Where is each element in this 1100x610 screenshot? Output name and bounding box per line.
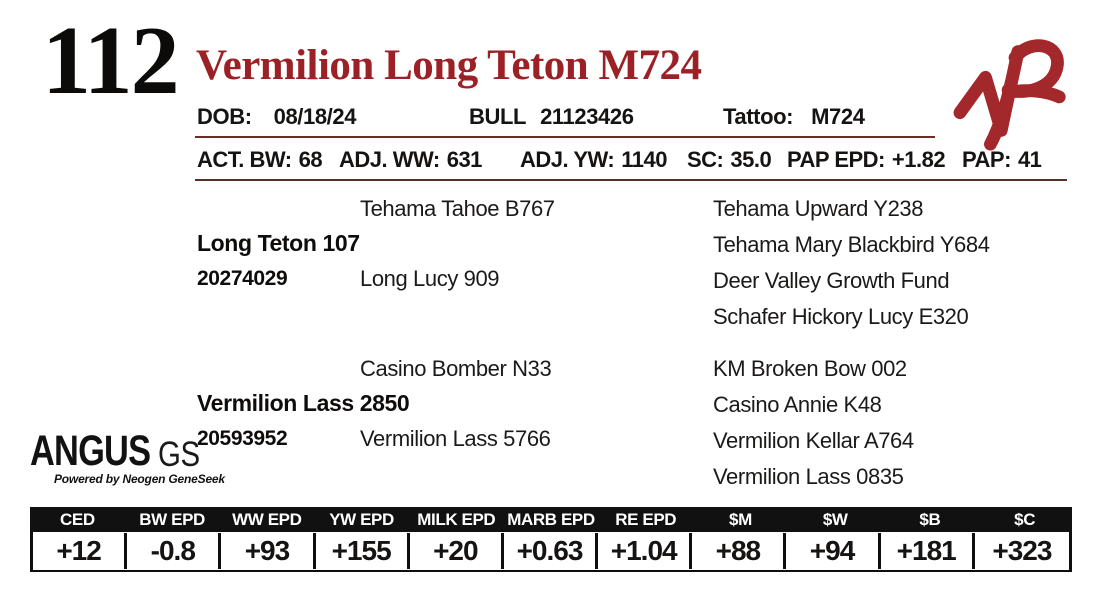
epd-value-dollar-c: +323 <box>992 535 1052 566</box>
pap-epd-stat: PAP EPD: +1.82 <box>787 147 946 173</box>
sire-sire: Tehama Tahoe B767 <box>360 196 555 221</box>
adj-ww-stat: ADJ. WW: 631 <box>339 147 482 173</box>
epd-value-milk: +20 <box>410 533 504 569</box>
angus-gs-wordmark: ANGUS GS <box>30 427 200 475</box>
epd-table-value-row: +12 -0.8 +93 +155 +20 +0.63 +1.04 +88 +9… <box>30 532 1072 572</box>
adj-ww-value: 631 <box>446 147 483 172</box>
epd-value-yw: +155 <box>316 533 410 569</box>
dob-field: DOB: 08/18/24 <box>197 104 356 130</box>
dam-reg-number: 20593952 <box>197 427 288 450</box>
adj-yw-stat: ADJ. YW: 1140 <box>520 147 667 173</box>
epd-header-dollar-b: $B <box>919 509 941 529</box>
epd-value-re: +1.04 <box>598 533 693 569</box>
angus-gs-suffix-text: GS <box>158 434 200 474</box>
sc-value: 35.0 <box>730 147 772 172</box>
epd-value-ced: +12 <box>33 533 128 569</box>
tattoo-value: M724 <box>811 104 865 129</box>
angus-gs-logo: ANGUS GS Powered by Neogen GeneSeek <box>30 427 225 487</box>
epd-value-ww: +93 <box>221 533 316 569</box>
dam-dam: Vermilion Lass 5766 <box>360 426 551 451</box>
divider-rule-bottom <box>195 179 1067 181</box>
dam-ancestor-1: KM Broken Bow 002 <box>713 356 907 381</box>
pap-value: 41 <box>1017 147 1042 172</box>
act-bw-label: ACT. BW: <box>197 147 292 172</box>
epd-value-dollar-w: +94 <box>786 533 881 569</box>
sire-ancestor-4: Schafer Hickory Lucy E320 <box>713 304 969 329</box>
dam-ancestor-2: Casino Annie K48 <box>713 392 882 417</box>
animal-title: Vermilion Long Teton M724 <box>196 42 702 89</box>
act-bw-stat: ACT. BW: 68 <box>197 147 323 173</box>
epd-header-milk: MILK EPD <box>417 509 496 529</box>
pap-epd-label: PAP EPD: <box>787 147 885 172</box>
epd-value-marb: +0.63 <box>504 533 599 569</box>
tattoo-field: Tattoo: M724 <box>723 104 865 130</box>
adj-yw-label: ADJ. YW: <box>520 147 615 172</box>
tattoo-label: Tattoo: <box>723 104 794 129</box>
dam-ancestor-4: Vermilion Lass 0835 <box>713 464 904 489</box>
epd-value-dollar-m: +88 <box>692 533 787 569</box>
epd-value-bw: -0.8 <box>127 533 222 569</box>
sire-ancestor-1: Tehama Upward Y238 <box>713 196 924 221</box>
vermilion-ranch-brand-icon <box>944 34 1086 152</box>
epd-value-dollar-b: +181 <box>881 533 975 569</box>
sex-label: BULL <box>469 104 527 129</box>
act-bw-value: 68 <box>298 147 323 172</box>
dob-label: DOB: <box>197 104 252 129</box>
epd-header-marb: MARB EPD <box>507 509 595 529</box>
angus-logo-text: ANGUS <box>30 427 151 475</box>
pap-epd-value: +1.82 <box>891 147 946 172</box>
sex-registration-field: BULL 21123426 <box>469 104 634 130</box>
sc-label: SC: <box>687 147 724 172</box>
epd-header-dollar-m: $M <box>729 509 752 529</box>
epd-header-bw: BW EPD <box>139 509 205 529</box>
sire-name: Long Teton 107 <box>197 230 360 256</box>
epd-header-ced: CED <box>60 509 95 529</box>
epd-header-dollar-w: $W <box>822 509 848 529</box>
epd-header-ww: WW EPD <box>232 509 302 529</box>
sire-ancestor-3: Deer Valley Growth Fund <box>713 268 950 293</box>
dam-ancestor-3: Vermilion Kellar A764 <box>713 428 914 453</box>
adj-ww-label: ADJ. WW: <box>339 147 440 172</box>
lot-number: 112 <box>42 7 180 115</box>
dob-value: 08/18/24 <box>273 104 357 129</box>
adj-yw-value: 1140 <box>621 147 667 172</box>
pap-label: PAP: <box>962 147 1011 172</box>
sire-ancestor-2: Tehama Mary Blackbird Y684 <box>713 232 990 257</box>
sire-reg-number: 20274029 <box>197 267 288 290</box>
sc-stat: SC: 35.0 <box>687 147 772 173</box>
registration-number: 21123426 <box>540 104 634 129</box>
pap-stat: PAP: 41 <box>962 147 1042 173</box>
dam-name: Vermilion Lass 2850 <box>197 390 410 416</box>
epd-header-re: RE EPD <box>615 509 677 529</box>
dam-sire: Casino Bomber N33 <box>360 356 552 381</box>
angus-gs-tagline: Powered by Neogen GeneSeek <box>54 472 225 487</box>
epd-table-header-row: CED BW EPD WW EPD YW EPD MILK EPD MARB E… <box>30 507 1072 532</box>
divider-rule-top <box>195 136 935 138</box>
epd-table: CED BW EPD WW EPD YW EPD MILK EPD MARB E… <box>30 507 1072 572</box>
epd-header-dollar-c: $C <box>1014 509 1036 529</box>
sire-dam: Long Lucy 909 <box>360 266 500 291</box>
epd-header-yw: YW EPD <box>329 509 394 529</box>
